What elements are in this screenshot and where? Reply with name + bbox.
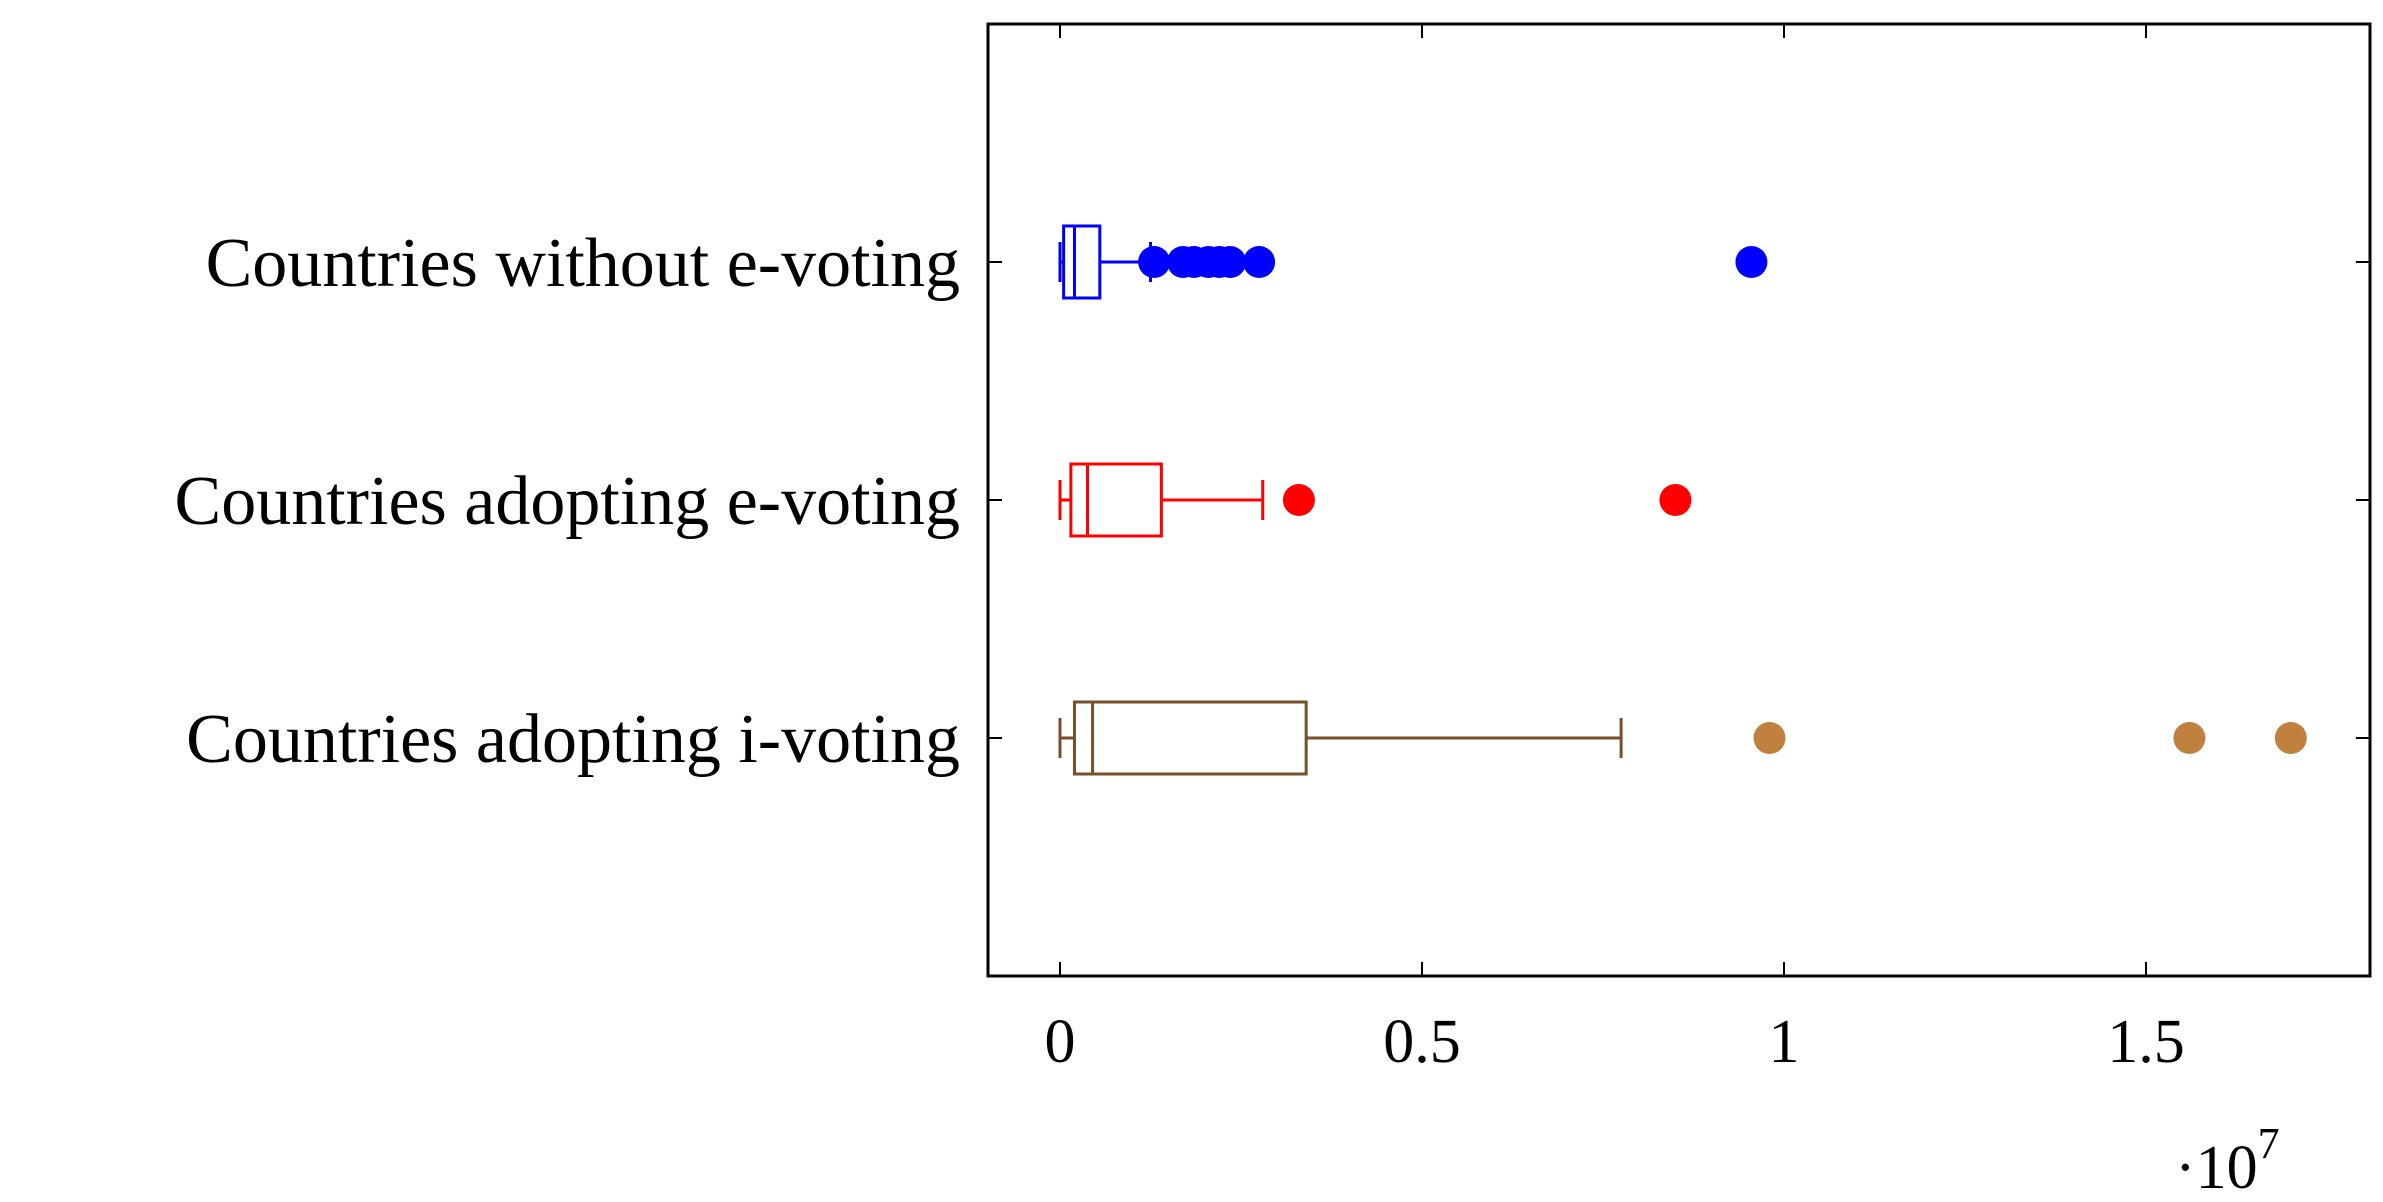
outlier-point-2-2 bbox=[2274, 722, 2307, 754]
outlier-point-0-5 bbox=[1214, 246, 1247, 278]
outlier-point-1-0 bbox=[1282, 484, 1315, 516]
outlier-point-1-1 bbox=[1659, 484, 1692, 516]
x-tick-label-3: 1.5 bbox=[2107, 1008, 2185, 1076]
category-label-2: Countries adopting i-voting bbox=[186, 701, 960, 778]
category-label-0: Countries without e-voting bbox=[206, 225, 960, 302]
x-multiplier-prefix: ·10 bbox=[2175, 1134, 2258, 1202]
x-multiplier-exponent: 7 bbox=[2258, 1119, 2280, 1168]
box-group-1 bbox=[1058, 462, 1692, 538]
x-tick-label-1: 0.5 bbox=[1383, 1008, 1461, 1076]
outlier-point-0-0 bbox=[1138, 246, 1171, 278]
iqr-box-1 bbox=[1069, 462, 1163, 538]
category-label-1: Countries adopting e-voting bbox=[175, 463, 960, 540]
plot-frame bbox=[986, 22, 2372, 978]
iqr-box-2 bbox=[1072, 700, 1308, 776]
x-multiplier-label: ·107 bbox=[2175, 1119, 2280, 1202]
outlier-point-0-7 bbox=[1735, 246, 1768, 278]
outlier-point-2-1 bbox=[2173, 722, 2206, 754]
x-tick-label-2: 1 bbox=[1769, 1008, 1800, 1076]
box-group-0 bbox=[1058, 224, 1768, 300]
iqr-box-0 bbox=[1062, 224, 1102, 300]
boxes-layer bbox=[1058, 224, 2307, 776]
outlier-point-2-0 bbox=[1753, 722, 1786, 754]
ticks-layer: 0 0.5 1 1.5 Countries without e-voting Countr… bbox=[175, 24, 2370, 1076]
box-group-2 bbox=[1058, 700, 2307, 776]
outlier-point-0-6 bbox=[1243, 246, 1276, 278]
x-tick-label-0: 0 bbox=[1045, 1008, 1076, 1076]
